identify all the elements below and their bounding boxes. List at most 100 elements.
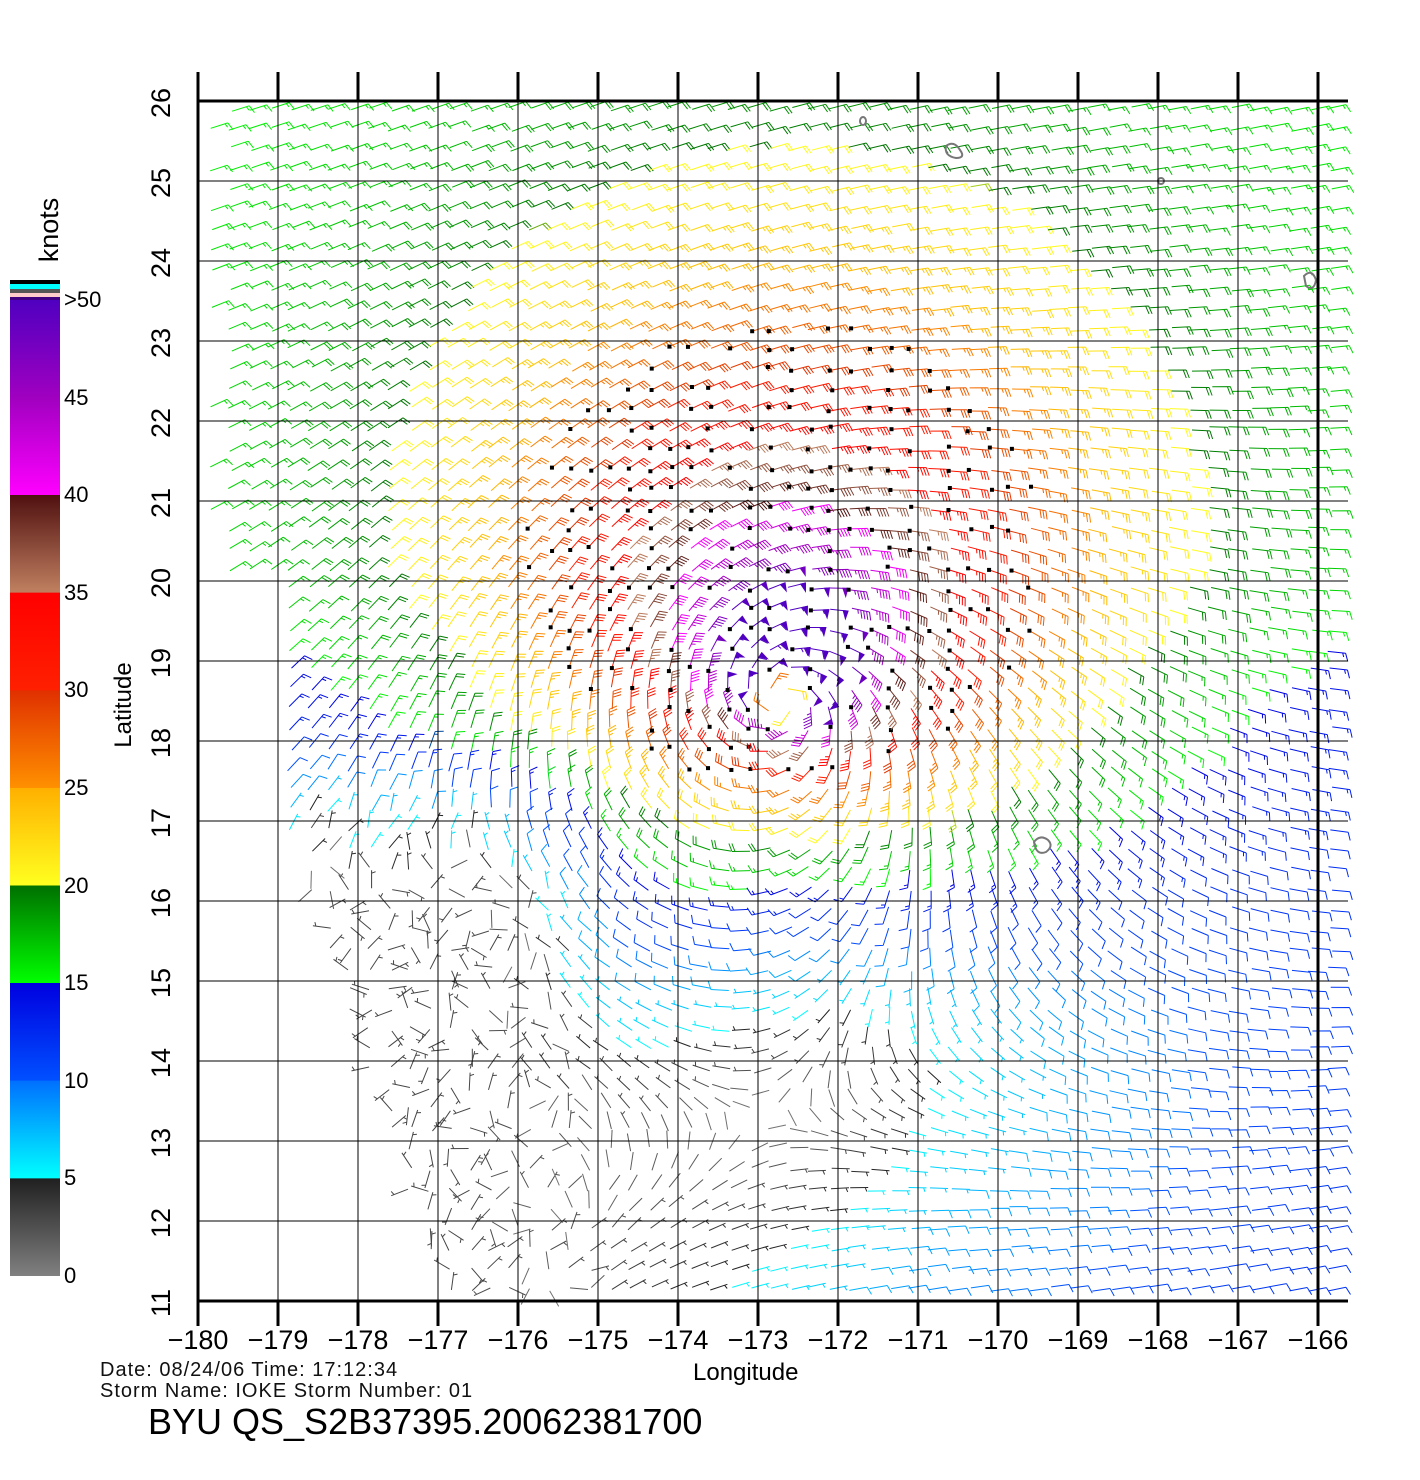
wind-barb — [792, 322, 816, 331]
wind-barb — [330, 866, 345, 879]
wind-barb — [1211, 727, 1230, 744]
wind-barb — [1130, 390, 1152, 400]
wind-barb — [1108, 366, 1130, 376]
wind-barb — [634, 972, 652, 991]
wind-barb — [1190, 1087, 1212, 1098]
wind-barb — [950, 144, 974, 153]
wind-barb-flag — [823, 609, 830, 620]
wind-barb — [287, 323, 311, 332]
wind-barb — [489, 1110, 495, 1129]
wind-barb — [631, 398, 654, 409]
wind-barb — [670, 499, 693, 512]
wind-barb — [608, 400, 632, 411]
wind-barb — [1207, 630, 1227, 645]
rain-flag-marker — [728, 745, 733, 750]
wind-barb — [1189, 449, 1211, 460]
wind-barb — [388, 477, 411, 490]
wind-barb — [230, 261, 254, 269]
wind-barb — [1191, 386, 1213, 396]
wind-barb — [1070, 747, 1084, 769]
wind-barb — [429, 654, 448, 671]
wind-barb — [1310, 869, 1331, 882]
wind-barb — [652, 340, 676, 350]
wind-barb — [547, 991, 552, 1010]
wind-barb — [751, 1282, 770, 1289]
wind-barb — [1268, 448, 1290, 457]
wind-barb — [969, 487, 990, 499]
wind-barb — [672, 975, 691, 991]
wind-barb — [443, 1148, 450, 1167]
wind-barb — [691, 379, 715, 389]
wind-barb — [908, 186, 931, 195]
wind-barb — [869, 1285, 893, 1294]
wind-barb — [651, 952, 669, 969]
wind-barb — [508, 220, 532, 229]
wind-barb — [1209, 569, 1230, 582]
wind-barb — [930, 1166, 949, 1173]
wind-barb — [571, 708, 581, 730]
wind-barb — [1247, 225, 1271, 234]
wind-barb — [527, 358, 551, 369]
wind-barb — [390, 792, 398, 811]
wind-barb — [307, 775, 328, 791]
wind-barb — [1030, 326, 1053, 336]
wind-barb — [710, 341, 734, 351]
wind-barb — [903, 827, 913, 849]
rain-flag-marker — [525, 526, 530, 531]
wind-barb — [789, 481, 812, 492]
wind-barb — [647, 261, 671, 270]
wind-barb — [752, 325, 775, 335]
wind-barb — [870, 706, 881, 730]
wind-barb — [627, 594, 646, 610]
wind-barb — [767, 908, 791, 917]
wind-barb — [1268, 1006, 1289, 1017]
wind-barb — [1247, 708, 1267, 724]
wind-barb — [1048, 649, 1065, 668]
wind-barb — [488, 1242, 506, 1252]
wind-barb — [1328, 226, 1352, 235]
wind-barb — [1088, 809, 1102, 832]
wind-barb — [1207, 749, 1226, 767]
wind-barb — [529, 535, 551, 550]
wind-barb — [1329, 1185, 1352, 1194]
wind-barb — [966, 787, 976, 811]
rain-flag-marker — [1006, 528, 1011, 533]
wind-barb — [448, 478, 470, 491]
wind-barb — [1268, 1106, 1291, 1116]
wind-barb — [1050, 368, 1073, 378]
wind-barb — [1131, 1128, 1152, 1139]
wind-barb — [969, 686, 983, 708]
wind-barb — [786, 866, 809, 877]
wind-barb — [230, 282, 254, 290]
wind-barb — [489, 340, 513, 351]
wind-barb — [809, 303, 833, 312]
wind-barb — [529, 787, 539, 810]
wind-barb — [251, 479, 275, 490]
wind-barb — [671, 1059, 688, 1071]
wind-barb — [311, 557, 334, 570]
wind-barb — [659, 746, 670, 769]
wind-barb — [747, 865, 771, 874]
wind-barb — [926, 789, 935, 813]
wind-barb — [1010, 827, 1020, 851]
wind-barb — [210, 398, 234, 408]
wind-barb — [887, 729, 898, 753]
wind-barb — [747, 717, 768, 730]
wind-barb — [616, 996, 633, 1010]
wind-barb — [888, 688, 901, 711]
wind-barb — [489, 928, 508, 931]
wind-barb — [991, 104, 1015, 114]
wind-barb — [1028, 1088, 1046, 1099]
wind-barb — [660, 1114, 669, 1132]
wind-barb — [1292, 988, 1314, 999]
wind-barb — [1172, 1110, 1194, 1122]
wind-barb — [1010, 328, 1033, 338]
wind-barb — [751, 262, 775, 271]
wind-barb — [568, 222, 592, 231]
wind-barb — [887, 165, 911, 175]
wind-barb — [988, 244, 1011, 254]
wind-barb — [1127, 868, 1143, 889]
rain-flag-marker — [668, 446, 673, 451]
wind-barb — [351, 440, 375, 452]
wind-barb — [890, 1128, 909, 1138]
